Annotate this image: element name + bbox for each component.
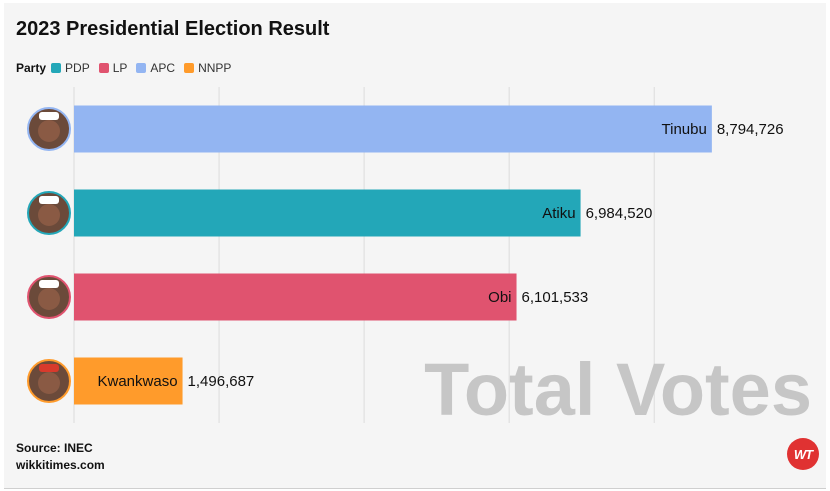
value-label-atiku: 6,984,520 [586, 205, 653, 222]
legend-swatch-pdp [51, 63, 62, 73]
watermark-text: Total Votes [424, 348, 812, 431]
legend: Party PDP LP APC NNPP [16, 59, 240, 77]
bar-tinubu [74, 105, 712, 153]
source-text: Source: INEC [16, 441, 93, 455]
candidate-avatar-atiku [27, 191, 71, 235]
legend-item-nnpp: NNPP [184, 61, 231, 75]
legend-label-apc: APC [150, 61, 176, 75]
legend-label-lp: LP [112, 61, 128, 75]
site-credit: wikkitimes.com [16, 458, 105, 472]
legend-label-nnpp: NNPP [198, 61, 232, 75]
chart-title: 2023 Presidential Election Result [16, 18, 330, 40]
bar-chart: Tinubu 8,794,726 Atiku 6,984,520 Obi 6,101,53… [27, 87, 812, 431]
avatar-face [38, 120, 60, 142]
candidate-avatar-kwankwaso [27, 359, 71, 403]
source-block: Source: INEC wikkitimes.com [16, 440, 105, 474]
avatar-face [38, 204, 60, 226]
avatar-cap [39, 280, 59, 288]
value-label-tinubu: 8,794,726 [717, 121, 784, 138]
candidate-avatar-tinubu [27, 107, 71, 151]
bar-kwankwaso [74, 357, 183, 405]
bar-atiku [74, 189, 581, 237]
avatar-face [38, 372, 60, 394]
legend-swatch-apc [136, 63, 147, 73]
value-label-obi: 6,101,533 [522, 289, 589, 306]
avatar-cap [39, 112, 59, 120]
legend-swatch-lp [98, 63, 109, 73]
bar-obi [74, 273, 517, 321]
bar-label-atiku: Atiku [542, 205, 575, 222]
candidate-avatar-obi [27, 275, 71, 319]
legend-label-pdp: PDP [65, 61, 90, 75]
legend-title: Party [16, 61, 47, 75]
wt-logo: WT [787, 438, 819, 470]
legend-item-pdp: PDP [51, 61, 90, 75]
legend-swatch-nnpp [184, 63, 195, 73]
avatar-cap [39, 364, 59, 372]
legend-item-apc: APC [136, 61, 175, 75]
legend-item-lp: LP [98, 61, 128, 75]
avatar-cap [39, 196, 59, 204]
bar-label-tinubu: Tinubu [662, 121, 707, 138]
value-label-kwankwaso: 1,496,687 [188, 373, 255, 390]
bar-label-kwankwaso: Kwankwaso [98, 373, 178, 390]
chart-frame: 2023 Presidential Election Result Party … [4, 3, 826, 489]
bar-label-obi: Obi [488, 289, 511, 306]
avatar-face [38, 288, 60, 310]
